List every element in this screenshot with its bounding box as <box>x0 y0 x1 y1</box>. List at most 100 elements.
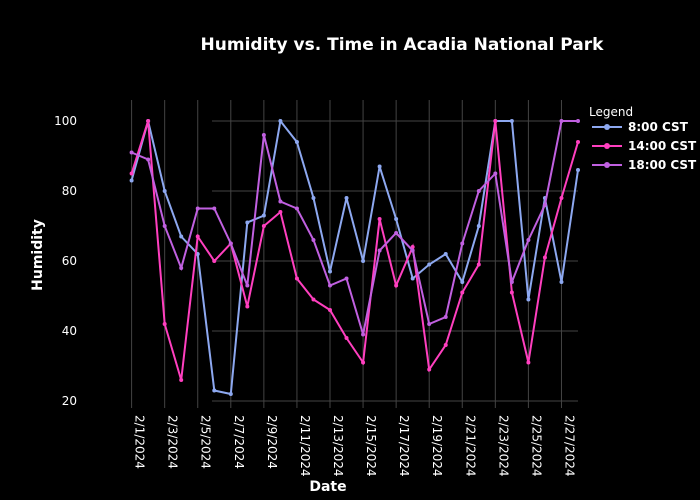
data-point <box>361 360 366 365</box>
data-point <box>526 360 531 365</box>
legend-marker <box>604 143 610 149</box>
legend-label: 14:00 CST <box>628 139 697 153</box>
series-line-2 <box>130 120 579 381</box>
data-point <box>311 238 316 242</box>
data-point <box>195 206 200 211</box>
data-point <box>212 206 217 211</box>
data-point <box>294 206 299 211</box>
data-point <box>427 322 432 326</box>
data-point <box>162 322 167 326</box>
data-point <box>294 140 299 144</box>
y-tick-label: 100 <box>54 114 77 128</box>
data-point <box>228 241 233 246</box>
data-point <box>377 217 382 221</box>
legend-label: 18:00 CST <box>628 158 697 172</box>
data-point <box>261 213 266 218</box>
data-point <box>443 315 448 319</box>
data-point <box>394 283 399 288</box>
data-point <box>361 259 366 263</box>
data-point <box>261 224 266 228</box>
data-point <box>427 367 432 372</box>
x-tick-label: 2/5/2024 <box>199 415 213 469</box>
legend-item-1[interactable]: 8:00 CST <box>592 120 689 134</box>
data-point <box>162 224 167 228</box>
data-point <box>509 280 514 284</box>
x-tick-label: 2/13/2024 <box>331 415 345 477</box>
data-point <box>509 119 514 123</box>
legend[interactable]: Legend 8:00 CST 14:00 CST 18:00 CST <box>589 105 697 172</box>
data-point <box>129 178 134 183</box>
data-point <box>509 290 514 295</box>
series-line-3 <box>131 120 578 335</box>
data-point <box>129 171 134 176</box>
data-point <box>476 262 481 267</box>
data-point <box>410 248 415 253</box>
x-tick-label: 2/11/2024 <box>298 415 312 477</box>
data-point <box>526 238 531 242</box>
x-tick-label: 2/7/2024 <box>232 415 246 469</box>
data-point <box>311 297 316 302</box>
legend-title: Legend <box>589 105 633 119</box>
y-axis-title: Humidity <box>30 219 46 291</box>
x-tick-label: 2/15/2024 <box>364 415 378 477</box>
data-point <box>394 231 399 235</box>
data-point <box>559 119 564 123</box>
x-tick-label: 2/19/2024 <box>430 415 444 477</box>
data-point <box>493 119 498 123</box>
data-point <box>476 189 481 193</box>
legend-marker <box>604 124 610 130</box>
data-point <box>460 241 465 246</box>
data-point <box>493 171 498 176</box>
x-tick-label: 2/27/2024 <box>562 415 576 477</box>
data-point <box>443 343 448 347</box>
data-point <box>559 196 564 200</box>
legend-item-2[interactable]: 14:00 CST <box>592 139 697 153</box>
data-point <box>576 119 580 123</box>
y-tick-label: 20 <box>62 394 77 408</box>
data-point <box>179 234 184 239</box>
data-point <box>228 392 233 396</box>
data-point <box>179 378 184 382</box>
data-point <box>542 255 547 260</box>
y-tick-label: 80 <box>62 184 77 198</box>
data-point <box>460 290 465 295</box>
data-point <box>278 119 283 123</box>
plot-area <box>129 118 580 396</box>
data-point <box>162 189 167 193</box>
data-point <box>394 217 399 221</box>
data-point <box>129 150 134 155</box>
x-tick-label: 2/21/2024 <box>463 415 477 477</box>
data-point <box>576 140 580 144</box>
data-point <box>526 297 531 302</box>
data-point <box>361 332 366 337</box>
y-tick-label: 60 <box>62 254 77 268</box>
data-point <box>377 248 382 253</box>
x-axis-title: Date <box>309 479 346 495</box>
data-point <box>328 308 332 312</box>
data-point <box>146 119 151 123</box>
legend-marker <box>604 162 610 168</box>
data-point <box>261 133 266 137</box>
data-point <box>245 283 250 288</box>
data-point <box>410 276 415 281</box>
series-line-1 <box>130 118 579 396</box>
data-point <box>377 164 382 169</box>
chart-title: Humidity vs. Time in Acadia National Par… <box>201 35 605 55</box>
x-tick-label: 2/23/2024 <box>496 415 510 477</box>
legend-item-3[interactable]: 18:00 CST <box>592 158 697 172</box>
data-point <box>559 280 564 284</box>
data-point <box>344 276 349 281</box>
data-point <box>476 224 481 228</box>
data-point <box>195 234 200 239</box>
data-point <box>427 262 432 267</box>
x-tick-label: 2/1/2024 <box>133 415 147 469</box>
data-point <box>294 276 299 281</box>
data-point <box>576 168 580 172</box>
data-point <box>443 252 448 256</box>
axis-ticks: 20 40 60 80 100 2/1/2024 2/3/2024 2/5/2024 2/7/2… <box>54 114 576 477</box>
x-tick-label: 2/17/2024 <box>397 415 411 477</box>
data-point <box>328 283 332 288</box>
data-point <box>212 259 217 263</box>
data-point <box>245 304 250 309</box>
